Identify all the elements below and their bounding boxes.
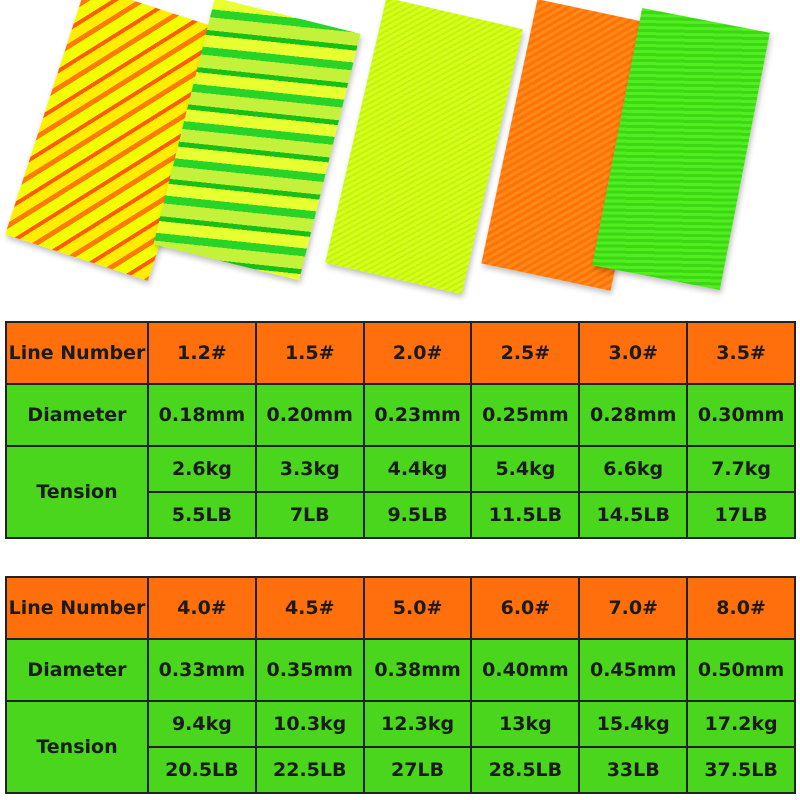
diameter-cell: 0.30mm: [686, 383, 796, 447]
diameter-header: Diameter: [5, 383, 149, 447]
line-number-cell: 4.0#: [147, 576, 257, 640]
tension-kg-cell: 5.4kg: [470, 445, 581, 493]
tension-lb-cell: 9.5LB: [362, 491, 473, 539]
tension-lb-cell: 28.5LB: [470, 746, 581, 794]
diameter-cell: 0.28mm: [578, 383, 689, 447]
line-number-header: Line Number: [5, 321, 149, 385]
diameter-cell: 0.38mm: [362, 638, 473, 702]
tension-lb-cell: 17LB: [686, 491, 796, 539]
line-number-row: Line Number 1.2# 1.5# 2.0# 2.5# 3.0# 3.5…: [5, 321, 796, 385]
line-number-cell: 3.0#: [578, 321, 689, 385]
spec-table-2: Line Number 4.0# 4.5# 5.0# 6.0# 7.0# 8.0…: [5, 576, 796, 794]
line-number-cell: 7.0#: [578, 576, 689, 640]
tension-lb-cell: 33LB: [578, 746, 689, 794]
tension-kg-cell: 12.3kg: [362, 700, 473, 748]
line-number-row: Line Number 4.0# 4.5# 5.0# 6.0# 7.0# 8.0…: [5, 576, 796, 640]
tension-kg-cell: 13kg: [470, 700, 581, 748]
tension-header: Tension: [5, 700, 149, 794]
diameter-header: Diameter: [5, 638, 149, 702]
diameter-cell: 0.25mm: [470, 383, 581, 447]
diameter-cell: 0.45mm: [578, 638, 689, 702]
line-number-cell: 8.0#: [686, 576, 796, 640]
line-number-cell: 2.0#: [362, 321, 473, 385]
tension-kg-cell: 15.4kg: [578, 700, 689, 748]
tension-lb-cell: 11.5LB: [470, 491, 581, 539]
tension-kg-row: Tension 2.6kg 3.3kg 4.4kg 5.4kg 6.6kg 7.…: [5, 445, 796, 539]
spec-table-1: Line Number 1.2# 1.5# 2.0# 2.5# 3.0# 3.5…: [5, 321, 796, 539]
tension-kg-cell: 3.3kg: [254, 445, 365, 493]
diameter-cell: 0.40mm: [470, 638, 581, 702]
tension-kg-cell: 10.3kg: [254, 700, 365, 748]
line-number-cell: 1.5#: [254, 321, 365, 385]
tension-kg-cell: 7.7kg: [686, 445, 796, 493]
line-number-cell: 1.2#: [147, 321, 257, 385]
diameter-row: Diameter 0.33mm 0.35mm 0.38mm 0.40mm 0.4…: [5, 638, 796, 702]
diameter-cell: 0.23mm: [362, 383, 473, 447]
tension-kg-cell: 6.6kg: [578, 445, 689, 493]
diameter-cell: 0.35mm: [254, 638, 365, 702]
diameter-cell: 0.18mm: [147, 383, 257, 447]
tension-header: Tension: [5, 445, 149, 539]
diameter-cell: 0.20mm: [254, 383, 365, 447]
tension-lb-cell: 20.5LB: [147, 746, 257, 794]
tension-lb-cell: 27LB: [362, 746, 473, 794]
tension-lb-cell: 22.5LB: [254, 746, 365, 794]
tension-lb-cell: 7LB: [254, 491, 365, 539]
line-number-cell: 2.5#: [470, 321, 581, 385]
tension-lb-cell: 37.5LB: [686, 746, 796, 794]
line-number-cell: 3.5#: [686, 321, 796, 385]
line-number-cell: 5.0#: [362, 576, 473, 640]
tension-kg-cell: 2.6kg: [147, 445, 257, 493]
tension-lb-row: 5.5LB 7LB 9.5LB 11.5LB 14.5LB 17LB: [6, 491, 796, 539]
tension-kg-cell: 17.2kg: [686, 700, 796, 748]
tension-lb-cell: 14.5LB: [578, 491, 689, 539]
diameter-cell: 0.50mm: [686, 638, 796, 702]
line-number-header: Line Number: [5, 576, 149, 640]
tension-lb-cell: 5.5LB: [147, 491, 257, 539]
diameter-cell: 0.33mm: [147, 638, 257, 702]
line-number-cell: 4.5#: [254, 576, 365, 640]
tension-kg-row: Tension 9.4kg 10.3kg 12.3kg 13kg 15.4kg …: [5, 700, 796, 794]
diameter-row: Diameter 0.18mm 0.20mm 0.23mm 0.25mm 0.2…: [5, 383, 796, 447]
tension-kg-cell: 4.4kg: [362, 445, 473, 493]
tension-kg-cell: 9.4kg: [147, 700, 257, 748]
tension-lb-row: 20.5LB 22.5LB 27LB 28.5LB 33LB 37.5LB: [6, 746, 796, 794]
line-number-cell: 6.0#: [470, 576, 581, 640]
